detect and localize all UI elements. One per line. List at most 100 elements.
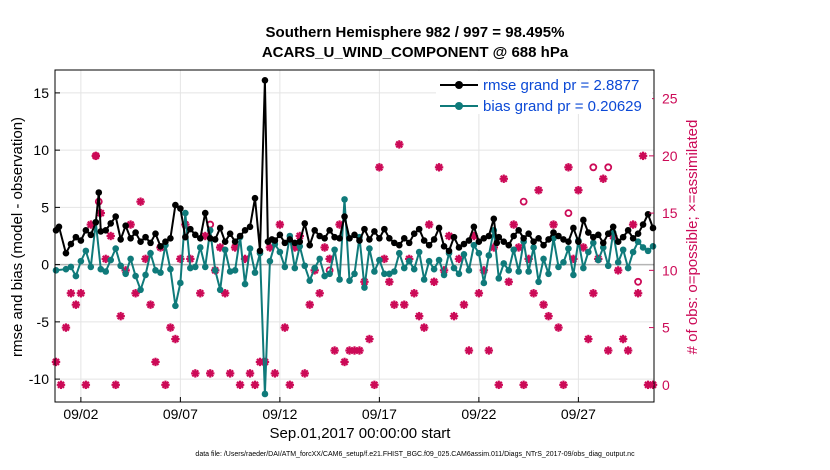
obs-assimilated-point-44-stroke-3 (271, 369, 279, 378)
bias-point-10 (107, 256, 115, 264)
rmse-point-99 (530, 238, 537, 246)
bias-point-69 (400, 264, 408, 272)
obs-assimilated-point-108-stroke-3 (589, 289, 598, 298)
obs-assimilated-point-42 (260, 357, 270, 367)
rmse-point-66 (371, 228, 378, 235)
rmse-point-32 (206, 234, 214, 242)
obs-assimilated-point-19 (146, 300, 155, 309)
bias-point-49 (301, 262, 309, 270)
obs-assimilated-point-67-stroke-3 (385, 278, 394, 286)
bias-point-1 (62, 265, 70, 273)
bias-point-99 (550, 234, 557, 242)
obs-assimilated-point-25 (176, 254, 185, 264)
rmse-point-86 (470, 223, 478, 231)
obs-assimilated-point-47 (285, 380, 295, 390)
legend-rmse-label: rmse grand pr = 2.8877 (483, 77, 639, 94)
bias-point-25 (182, 209, 189, 217)
rmse-point-52 (301, 220, 309, 227)
obs-assimilated-point-2-stroke-3 (62, 323, 70, 332)
obs-assimilated-point-76 (429, 277, 439, 286)
y2-tick-label-2: 10 (662, 262, 678, 278)
rmse-point-4 (72, 233, 80, 241)
obs-assimilated-point-97-stroke-3 (534, 186, 543, 194)
obs-assimilated-point-102 (559, 380, 568, 390)
footer-datafile: data file: /Users/raeder/DAI/ATM_forcXX/… (195, 451, 635, 458)
obs-assimilated-point-56 (330, 346, 339, 355)
obs-assimilated-point-89 (494, 380, 503, 390)
bias-point-19 (152, 267, 159, 274)
obs-assimilated-point-33-stroke-3 (216, 243, 224, 252)
rmse-point-22 (157, 243, 164, 250)
bias-point-61 (361, 284, 368, 291)
y-axis-label: rmse and bias (model - observation) (9, 117, 26, 357)
y-tick-label-4: 10 (33, 142, 49, 158)
bias-point-58 (346, 277, 353, 284)
legend-bias-label: bias grand pr = 0.20629 (483, 98, 642, 115)
rmse-point-74 (410, 230, 418, 238)
rmse-point-31 (201, 209, 209, 217)
rmse-point-95 (510, 232, 518, 240)
bias-point-110 (604, 262, 612, 270)
rmse-point-120 (634, 230, 642, 238)
y2-tick-label-0: 0 (662, 377, 670, 393)
obs-assimilated-point-83 (464, 346, 474, 355)
bias-point-90 (505, 267, 513, 274)
obs-assimilated-point-34 (220, 289, 230, 298)
obs-assimilated-point-28-stroke-3 (191, 369, 200, 378)
rmse-point-90 (490, 215, 498, 223)
rmse-point-38 (236, 232, 244, 240)
obs-assimilated-point-87 (484, 346, 494, 355)
obs-assimilated-point-50 (300, 369, 309, 378)
bias-point-18 (147, 249, 154, 257)
obs-assimilated-point-31-stroke-3 (206, 369, 215, 378)
obs-assimilated-point-70-stroke-3 (400, 300, 409, 309)
rmse-point-5 (77, 237, 85, 244)
obs-assimilated-point-20-stroke-3 (151, 358, 160, 366)
y2-tick-label-3: 15 (662, 205, 678, 221)
rmse-point-82 (450, 233, 458, 241)
obs-assimilated-point-118-stroke-3 (639, 152, 647, 160)
rmse-point-59 (336, 234, 343, 242)
bias-point-107 (590, 239, 597, 247)
obs-assimilated-point-18-stroke-3 (141, 255, 150, 263)
obs-assimilated-point-20 (151, 357, 160, 367)
rmse-point-1 (55, 223, 63, 231)
rmse-point-57 (326, 226, 333, 234)
bias-point-71 (410, 265, 418, 273)
bias-point-59 (351, 270, 358, 278)
rmse-point-69 (386, 234, 393, 242)
obs-assimilated-point-63-stroke-3 (365, 335, 374, 343)
rmse-point-88 (480, 234, 488, 242)
obs-assimilated-point-114-stroke-3 (619, 335, 627, 343)
bias-point-11 (112, 245, 119, 252)
bias-point-29 (201, 263, 209, 271)
obs-assimilated-point-13-stroke-3 (116, 312, 125, 320)
obs-possible-point-8 (634, 277, 642, 286)
rmse-point-76 (420, 237, 428, 244)
obs-assimilated-point-40 (250, 380, 260, 390)
y-tick-label-0: -10 (29, 371, 49, 387)
obs-assimilated-point-92 (509, 220, 518, 229)
bias-point-2 (67, 263, 75, 271)
chart-title: Southern Hemisphere 982 / 997 = 98.495% (265, 24, 565, 41)
rmse-point-56 (321, 234, 328, 242)
rmse-point-3 (67, 240, 75, 248)
rmse-point-43 (261, 77, 269, 84)
legend-bias-marker (455, 102, 463, 110)
obs-assimilated-point-35 (225, 369, 235, 378)
bias-point-17 (142, 271, 149, 279)
bias-point-42 (266, 257, 274, 265)
bias-point-96 (535, 278, 542, 286)
y2-axis-label: # of obs: o=possible; ×=assimilated (684, 120, 701, 355)
rmse-point-20 (147, 239, 154, 247)
obs-assimilated-point-28 (191, 369, 200, 378)
obs-assimilated-point-5-stroke-3 (77, 289, 85, 298)
bias-point-39 (251, 269, 259, 276)
bias-point-106 (585, 248, 592, 256)
obs-assimilated-point-94 (519, 380, 528, 390)
obs-assimilated-point-90 (499, 174, 508, 183)
obs-assimilated-point-58-stroke-3 (340, 358, 349, 366)
plot-frame (54, 69, 655, 403)
rmse-point-84 (460, 240, 468, 248)
obs-assimilated-point-89-stroke-3 (494, 381, 503, 389)
